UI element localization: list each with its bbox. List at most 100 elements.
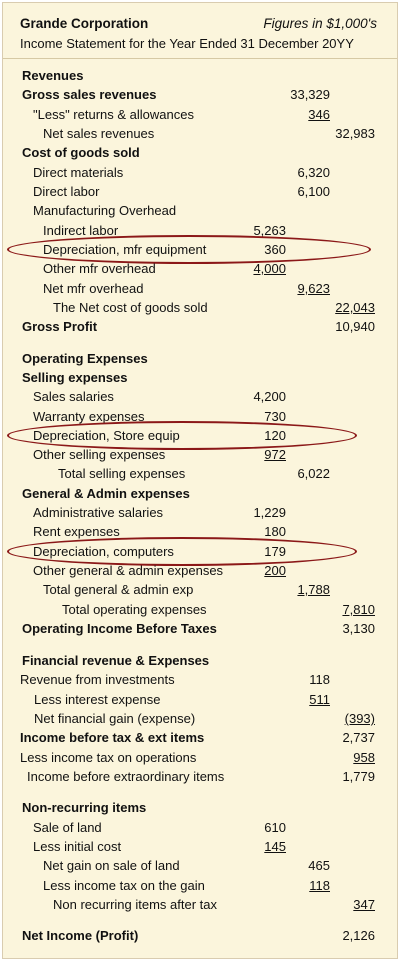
row-label: Rent expenses bbox=[33, 524, 120, 539]
row-label: Selling expenses bbox=[22, 370, 128, 385]
row-label: Other mfr overhead bbox=[43, 261, 156, 276]
amount-total: 958 bbox=[353, 750, 375, 765]
row-label: Income before extraordinary items bbox=[27, 769, 225, 784]
amount-detail: 200 bbox=[264, 563, 286, 578]
amount-total: 347 bbox=[353, 897, 375, 912]
row-label: Net gain on sale of land bbox=[43, 858, 180, 873]
statement-row: Operating Expenses bbox=[3, 349, 397, 368]
amount-detail: 4,200 bbox=[253, 389, 286, 404]
amount-subtotal: 6,100 bbox=[297, 184, 330, 199]
amount-detail: 4,000 bbox=[253, 261, 286, 276]
row-label: Less interest expense bbox=[34, 692, 161, 707]
statement-row: Indirect labor 5,263 bbox=[3, 221, 397, 240]
amount-subtotal: 1,788 bbox=[297, 582, 330, 597]
row-label: Less initial cost bbox=[33, 839, 122, 854]
amount-subtotal: 511 bbox=[309, 692, 330, 707]
row-label: Direct labor bbox=[33, 184, 100, 199]
company-name: Grande Corporation bbox=[20, 16, 149, 31]
statement-row: "Less" returns & allowances 346 bbox=[3, 105, 397, 124]
amount-total: (393) bbox=[344, 711, 375, 726]
statement-row: Selling expenses bbox=[3, 368, 397, 387]
statement-row: Net mfr overhead 9,623 bbox=[3, 279, 397, 298]
amount-detail: 1,229 bbox=[253, 505, 286, 520]
figures-note: Figures in $1,000's bbox=[263, 16, 377, 31]
statement-row: Revenue from investments 118 bbox=[3, 670, 397, 689]
statement-row: Less initial cost 145 bbox=[3, 837, 397, 856]
row-label: Revenue from investments bbox=[20, 672, 175, 687]
statement-row: Other selling expenses 972 bbox=[3, 445, 397, 464]
row-label: Revenues bbox=[22, 68, 84, 83]
statement-row: Gross Profit 10,940 bbox=[3, 317, 397, 336]
row-label: General & Admin expenses bbox=[22, 486, 190, 501]
statement-row: Depreciation, mfr equipment 360 bbox=[3, 240, 397, 259]
row-label: Sales salaries bbox=[33, 389, 114, 404]
statement-title: Income Statement for the Year Ended 31 D… bbox=[20, 36, 354, 51]
amount-detail: 5,263 bbox=[253, 223, 286, 238]
statement-row: Rent expenses 180 bbox=[3, 522, 397, 541]
row-label: Cost of goods sold bbox=[22, 145, 140, 160]
amount-detail: 730 bbox=[264, 409, 286, 424]
row-label: Administrative salaries bbox=[33, 505, 164, 520]
row-label: Other selling expenses bbox=[33, 447, 166, 462]
amount-total: 2,126 bbox=[342, 928, 375, 943]
statement-row: Depreciation, Store equip 120 bbox=[3, 426, 397, 445]
amount-total: 32,983 bbox=[335, 126, 375, 141]
amount-detail: 180 bbox=[264, 524, 286, 539]
amount-detail: 610 bbox=[264, 820, 286, 835]
statement-row: Net gain on sale of land 465 bbox=[3, 856, 397, 875]
row-label: Depreciation, computers bbox=[33, 544, 174, 559]
amount-total: 2,737 bbox=[342, 730, 375, 745]
row-label: Sale of land bbox=[33, 820, 102, 835]
row-label: Net Income (Profit) bbox=[22, 928, 139, 943]
row-label: Net sales revenues bbox=[43, 126, 155, 141]
statement-row: Cost of goods sold bbox=[3, 143, 397, 162]
statement-row: Net sales revenues 32,983 bbox=[3, 124, 397, 143]
statement-row: Manufacturing Overhead bbox=[3, 201, 397, 220]
row-label: Total selling expenses bbox=[58, 466, 186, 481]
statement-row: Direct labor 6,100 bbox=[3, 182, 397, 201]
amount-subtotal: 465 bbox=[308, 858, 330, 873]
amount-detail: 120 bbox=[264, 428, 286, 443]
statement-row: Income before extraordinary items 1,779 bbox=[3, 767, 397, 786]
statement-row: Non-recurring items bbox=[3, 798, 397, 817]
amount-detail: 360 bbox=[264, 242, 286, 257]
row-label: Manufacturing Overhead bbox=[33, 203, 177, 218]
statement-row: Other mfr overhead 4,000 bbox=[3, 259, 397, 278]
amount-subtotal: 118 bbox=[309, 672, 330, 687]
statement-row: Revenues bbox=[3, 66, 397, 85]
statement-row: Depreciation, computers 179 bbox=[3, 542, 397, 561]
statement-row: Total selling expenses 6,022 bbox=[3, 464, 397, 483]
row-label: Non recurring items after tax bbox=[53, 897, 218, 912]
row-label: Less income tax on the gain bbox=[43, 878, 205, 893]
statement-row: Warranty expenses 730 bbox=[3, 407, 397, 426]
amount-detail: 972 bbox=[264, 447, 286, 462]
statement-row: Total general & admin exp 1,788 bbox=[3, 580, 397, 599]
row-label: Gross Profit bbox=[22, 319, 98, 334]
row-label: Less income tax on operations bbox=[20, 750, 197, 765]
amount-subtotal: 9,623 bbox=[297, 281, 330, 296]
amount-detail: 145 bbox=[264, 839, 286, 854]
amount-subtotal: 118 bbox=[309, 878, 330, 893]
statement-row: Financial revenue & Expenses bbox=[3, 651, 397, 670]
row-label: Depreciation, Store equip bbox=[33, 428, 180, 443]
statement-row: General & Admin expenses bbox=[3, 484, 397, 503]
row-label: Non-recurring items bbox=[22, 800, 147, 815]
row-label: Financial revenue & Expenses bbox=[22, 653, 210, 668]
statement-row: Total operating expenses 7,810 bbox=[3, 600, 397, 619]
statement-row: The Net cost of goods sold 22,043 bbox=[3, 298, 397, 317]
row-label: Depreciation, mfr equipment bbox=[43, 242, 207, 257]
row-label: "Less" returns & allowances bbox=[33, 107, 194, 122]
row-label: The Net cost of goods sold bbox=[53, 300, 208, 315]
row-label: Warranty expenses bbox=[33, 409, 145, 424]
amount-total: 10,940 bbox=[335, 319, 375, 334]
amount-total: 22,043 bbox=[335, 300, 375, 315]
amount-total: 3,130 bbox=[342, 621, 375, 636]
statement-row: Less income tax on operations 958 bbox=[3, 748, 397, 767]
statement-row: Gross sales revenues 33,329 bbox=[3, 85, 397, 104]
amount-subtotal: 6,320 bbox=[297, 165, 330, 180]
row-label: Income before tax & ext items bbox=[20, 730, 205, 745]
statement-row: Sale of land 610 bbox=[3, 818, 397, 837]
amount-subtotal: 6,022 bbox=[297, 466, 330, 481]
row-label: Net mfr overhead bbox=[43, 281, 144, 296]
